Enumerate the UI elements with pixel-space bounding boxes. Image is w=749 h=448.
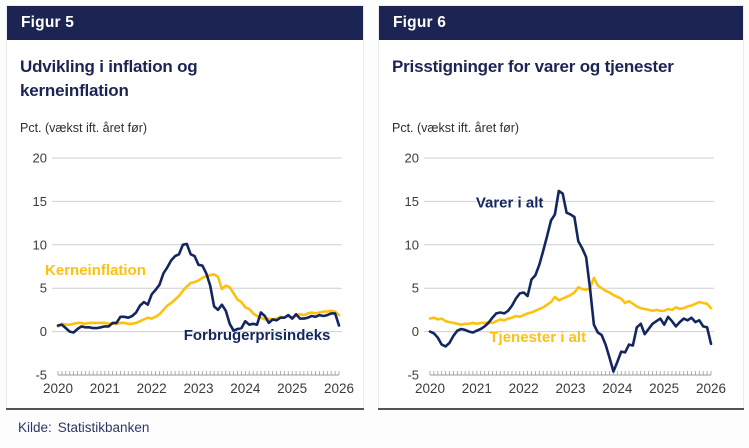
- x-tick-label: 2021: [462, 381, 492, 396]
- figure5-title: Udvikling i inflation og kerneinflation: [20, 55, 353, 103]
- y-tick-label: 10: [405, 237, 419, 252]
- x-tick-label: 2020: [415, 381, 445, 396]
- figure5-bottom-rule: [6, 408, 364, 410]
- x-tick-label: 2026: [696, 381, 726, 396]
- x-tick-label: 2023: [555, 381, 585, 396]
- x-tick-label: 2025: [277, 381, 307, 396]
- figure5-title-line1: Udvikling i inflation og: [20, 57, 198, 76]
- figure5-label: Figur 5: [21, 14, 75, 31]
- source-note: Kilde: Statistikbanken: [18, 420, 149, 435]
- y-tick-label: 0: [40, 324, 47, 339]
- figure6-label: Figur 6: [393, 14, 447, 31]
- x-tick-label: 2022: [137, 381, 167, 396]
- figure5-panel: Figur 5 Udvikling i inflation og kernein…: [6, 5, 364, 410]
- y-tick-label: 15: [405, 194, 419, 209]
- figure6-unit-label: Pct. (vækst ift. året før): [392, 121, 520, 135]
- figure6-title: Prisstigninger for varer og tjenester: [392, 55, 733, 79]
- series-label-forbrugerprisindeks: Forbrugerprisindeks: [184, 327, 331, 344]
- x-tick-label: 2022: [509, 381, 539, 396]
- x-tick-label: 2025: [649, 381, 679, 396]
- y-tick-label: 5: [40, 281, 47, 296]
- series-line-forbrugerprisindeks: [56, 242, 341, 334]
- y-tick-label: 15: [33, 194, 47, 209]
- x-tick-label: 2026: [324, 381, 354, 396]
- y-tick-label: -5: [35, 368, 47, 383]
- x-tick-label: 2021: [90, 381, 120, 396]
- source-label: Kilde:: [18, 420, 52, 435]
- series-label-tjenester-i-alt: Tjenester i alt: [489, 329, 586, 346]
- figure6-panel: Figur 6 Prisstigninger for varer og tjen…: [378, 5, 744, 410]
- figure5-unit-label: Pct. (vækst ift. året før): [20, 121, 148, 135]
- series-line-tjenester-i-alt: [428, 276, 713, 326]
- y-tick-label: 10: [33, 237, 47, 252]
- series-line-kerneinflation: [56, 273, 341, 328]
- x-tick-label: 2020: [43, 381, 73, 396]
- figure6-header-bar: Figur 6: [379, 6, 743, 40]
- series-label-kerneinflation: Kerneinflation: [45, 262, 146, 279]
- y-tick-label: 5: [412, 281, 419, 296]
- series-label-varer-i-alt: Varer i alt: [476, 194, 544, 211]
- y-tick-label: 20: [33, 151, 47, 166]
- x-tick-label: 2024: [602, 381, 633, 396]
- figure6-bottom-rule: [378, 408, 744, 410]
- y-tick-label: 20: [405, 151, 419, 166]
- figure5-header-bar: Figur 5: [7, 6, 363, 40]
- y-tick-label: -5: [407, 368, 419, 383]
- x-tick-label: 2024: [230, 381, 261, 396]
- x-tick-label: 2023: [183, 381, 213, 396]
- figure6-title-line1: Prisstigninger for varer og tjenester: [392, 57, 674, 76]
- figure5-title-line2: kerneinflation: [20, 81, 129, 100]
- series-line-varer-i-alt: [428, 189, 713, 373]
- source-value: Statistikbanken: [57, 420, 150, 435]
- y-tick-label: 0: [412, 324, 419, 339]
